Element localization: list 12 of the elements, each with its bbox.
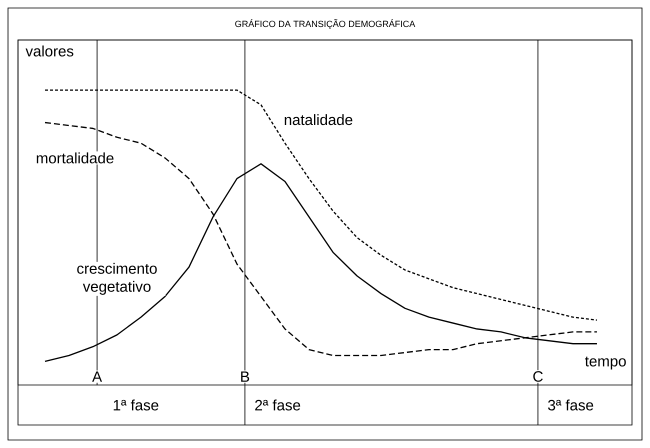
series-label: crescimento vegetativo (77, 262, 157, 295)
text: 1ª fase (114, 399, 158, 410)
annotation: C (533, 371, 543, 382)
annotation: A (92, 371, 102, 382)
series-label: mortalidade (36, 152, 114, 164)
text: 3ª fase (548, 399, 594, 410)
text: 2ª fase (255, 399, 300, 410)
annotation: B (241, 371, 250, 382)
x-axis-title: tempo (585, 356, 626, 370)
series-label: natalidade (284, 114, 352, 126)
chart-title: GRÁFICO DA TRANSIÇÃO DEMOGRÁFICA (235, 19, 416, 29)
y-axis-title: valores (26, 46, 74, 57)
